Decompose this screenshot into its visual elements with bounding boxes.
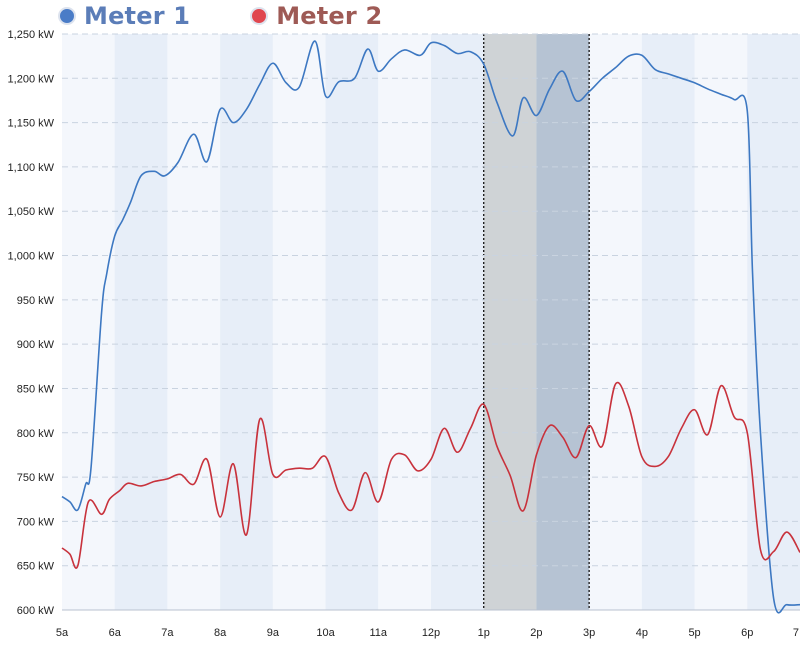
hour-band	[272, 34, 326, 610]
selection-region-right[interactable]	[536, 34, 590, 610]
legend: Meter 1 Meter 2	[0, 0, 382, 32]
selection-region-left[interactable]	[483, 34, 537, 610]
x-tick-label: 10a	[316, 627, 335, 639]
legend-item-meter-2[interactable]: Meter 2	[250, 2, 382, 30]
y-tick-label: 700 kW	[17, 516, 55, 528]
legend-marker-meter-1-icon	[58, 7, 76, 25]
y-tick-label: 1,000 kW	[8, 251, 55, 263]
selected-time-range	[483, 34, 590, 610]
series-line-meter-2[interactable]	[61, 381, 800, 569]
x-tick-label: 6a	[109, 627, 122, 639]
legend-item-meter-1[interactable]: Meter 1	[58, 2, 190, 30]
x-tick-label: 7	[793, 627, 799, 639]
hour-band	[114, 34, 168, 610]
y-tick-label: 750 kW	[17, 472, 55, 484]
x-tick-label: 8a	[214, 627, 227, 639]
x-tick-label: 12p	[422, 627, 440, 639]
series-lines	[61, 40, 800, 614]
y-axis-tick-labels: 600 kW 650 kW 700 kW 750 kW 800 kW 850 kW 900 …	[8, 29, 55, 617]
x-tick-label: 3p	[583, 627, 595, 639]
y-tick-label: 900 kW	[17, 339, 55, 351]
y-tick-label: 1,250 kW	[8, 29, 55, 41]
hour-band	[694, 34, 748, 610]
y-tick-label: 1,050 kW	[8, 206, 55, 218]
x-tick-label: 5p	[688, 627, 700, 639]
y-tick-label: 850 kW	[17, 383, 55, 395]
x-tick-label: 4p	[636, 627, 648, 639]
series-line-meter-1[interactable]	[61, 40, 800, 614]
hour-band	[431, 34, 484, 610]
y-tick-label: 650 kW	[17, 561, 55, 573]
legend-marker-meter-2-icon	[250, 7, 269, 25]
y-tick-label: 950 kW	[17, 295, 55, 307]
x-tick-label: 2p	[530, 627, 542, 639]
legend-label-meter-2: Meter 2	[276, 2, 383, 30]
y-tick-label: 1,150 kW	[8, 118, 55, 130]
x-tick-label: 5a	[56, 627, 69, 639]
hour-band	[589, 34, 642, 610]
x-tick-label: 11a	[370, 627, 388, 639]
hour-band	[325, 34, 379, 610]
alternating-hour-bands	[62, 34, 800, 610]
x-axis-tick-labels: 5a 6a 7a 8a 9a 10a 11a 12p 1p 2p 3p 4p 5p 6p 7	[56, 627, 799, 639]
x-tick-label: 9a	[267, 627, 280, 639]
y-tick-label: 600 kW	[17, 605, 55, 617]
hour-band	[220, 34, 273, 610]
x-tick-label: 6p	[741, 627, 753, 639]
hour-band	[167, 34, 221, 610]
hour-band	[378, 34, 431, 610]
y-tick-label: 800 kW	[17, 428, 55, 440]
x-tick-label: 7a	[161, 627, 174, 639]
hour-band	[641, 34, 695, 610]
horizontal-gridlines	[62, 33, 800, 611]
legend-label-meter-1: Meter 1	[84, 2, 191, 30]
y-tick-label: 1,100 kW	[8, 162, 55, 174]
hour-band	[62, 34, 115, 610]
y-tick-label: 1,200 kW	[8, 73, 55, 85]
x-tick-label: 1p	[478, 627, 490, 639]
